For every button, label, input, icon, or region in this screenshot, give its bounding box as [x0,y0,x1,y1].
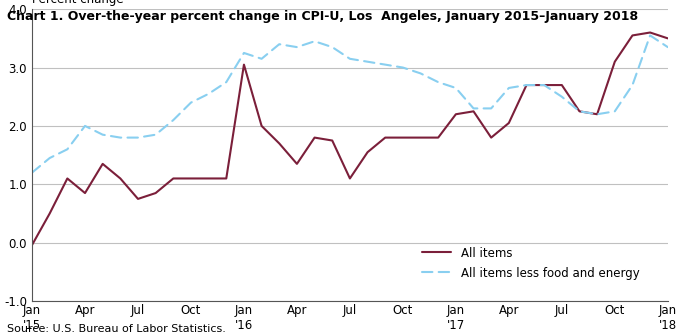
All items [540,83,548,87]
All items [116,176,125,180]
All items less food and energy [540,83,548,87]
All items less food and energy [257,57,266,61]
All items [664,36,672,40]
All items [240,62,248,67]
All items [522,83,530,87]
Text: Source: U.S. Bureau of Labor Statistics.: Source: U.S. Bureau of Labor Statistics. [7,324,225,334]
All items [381,136,390,140]
All items less food and energy [169,118,177,122]
Line: All items: All items [32,33,668,245]
All items less food and energy [505,86,513,90]
All items less food and energy [99,133,107,137]
All items [222,176,230,180]
All items [505,121,513,125]
All items [169,176,177,180]
All items less food and energy [275,42,283,46]
All items [63,176,72,180]
All items less food and energy [364,60,372,64]
All items [593,112,601,116]
All items less food and energy [346,57,354,61]
Text: Percent change: Percent change [32,0,124,6]
All items less food and energy [28,171,36,175]
All items less food and energy [187,100,195,104]
All items less food and energy [240,51,248,55]
All items [469,109,477,113]
All items [487,136,495,140]
All items [558,83,566,87]
All items [152,191,160,195]
All items [134,197,142,201]
All items less food and energy [293,45,301,49]
All items less food and energy [522,83,530,87]
All items [275,141,283,145]
All items less food and energy [134,136,142,140]
All items [611,60,619,64]
All items less food and energy [646,33,654,37]
All items [575,109,584,113]
All items [293,162,301,166]
All items [46,211,54,215]
All items less food and energy [487,107,495,111]
All items less food and energy [664,45,672,49]
All items less food and energy [116,136,125,140]
All items [364,150,372,154]
All items [629,33,637,37]
All items less food and energy [558,95,566,99]
All items [311,136,319,140]
All items less food and energy [204,92,212,96]
All items less food and energy [434,80,442,84]
Line: All items less food and energy: All items less food and energy [32,35,668,173]
All items less food and energy [381,62,390,67]
All items less food and energy [399,66,407,70]
All items [187,176,195,180]
All items less food and energy [611,109,619,113]
All items [646,31,654,35]
All items less food and energy [152,133,160,137]
All items less food and energy [593,112,601,116]
All items [328,138,336,142]
All items less food and energy [469,107,477,111]
All items [81,191,89,195]
Text: Chart 1. Over-the-year percent change in CPI-U, Los  Angeles, January 2015–Janua: Chart 1. Over-the-year percent change in… [7,10,638,23]
All items [417,136,425,140]
All items less food and energy [81,124,89,128]
All items less food and energy [46,156,54,160]
All items less food and energy [63,147,72,151]
All items less food and energy [311,39,319,43]
All items less food and energy [452,86,460,90]
All items less food and energy [328,45,336,49]
All items [28,243,36,247]
All items less food and energy [222,80,230,84]
All items less food and energy [575,109,584,113]
Legend: All items, All items less food and energy: All items, All items less food and energ… [418,243,643,284]
All items less food and energy [417,71,425,75]
All items less food and energy [629,83,637,87]
All items [346,176,354,180]
All items [257,124,266,128]
All items [204,176,212,180]
All items [99,162,107,166]
All items [399,136,407,140]
All items [452,112,460,116]
All items [434,136,442,140]
